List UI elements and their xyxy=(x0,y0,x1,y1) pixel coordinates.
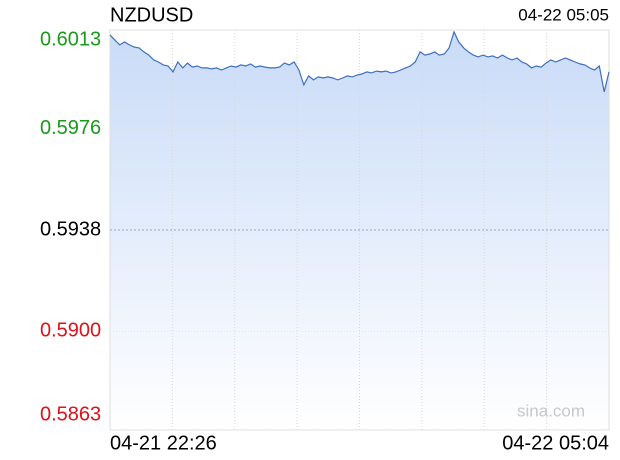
x-tick-label: 04-21 22:26 xyxy=(110,432,217,454)
y-tick-label: 0.6013 xyxy=(40,28,101,50)
chart-title: NZDUSD xyxy=(110,4,193,26)
area xyxy=(110,31,609,431)
price-line xyxy=(109,30,610,93)
x-tick-label: 04-22 05:04 xyxy=(502,432,609,454)
timestamp: 04-22 05:05 xyxy=(518,5,609,24)
watermark: sina.com xyxy=(517,401,585,420)
y-tick-label: 0.5863 xyxy=(40,403,101,425)
y-tick-label: 0.5976 xyxy=(40,117,101,139)
y-tick-label: 0.5900 xyxy=(40,320,101,342)
y-tick-label: 0.5938 xyxy=(40,218,101,240)
